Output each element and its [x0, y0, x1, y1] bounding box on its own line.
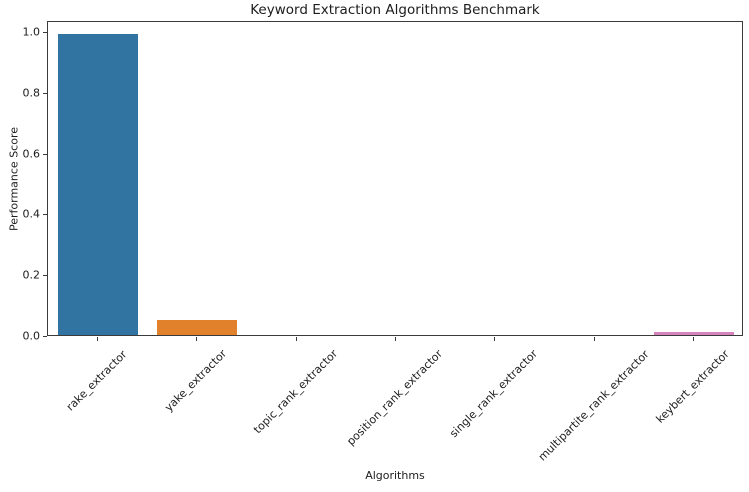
y-axis-label: Performance Score: [7, 126, 21, 232]
x-tick-mark: [296, 337, 297, 341]
y-tick-label: 0.4: [22, 207, 41, 221]
y-tick-label: 0.6: [22, 147, 41, 161]
x-tick-label: yake_extractor: [162, 347, 230, 415]
y-tick-label: 0.8: [22, 86, 41, 100]
chart-title: Keyword Extraction Algorithms Benchmark: [250, 2, 540, 18]
x-tick-mark: [693, 337, 694, 341]
y-tick-mark: [43, 154, 47, 155]
y-tick-mark: [43, 32, 47, 33]
y-tick-mark: [43, 336, 47, 337]
x-tick-label: keybert_extractor: [653, 347, 732, 426]
x-tick-label: position_rank_extractor: [344, 347, 446, 449]
x-tick-label: topic_rank_extractor: [251, 347, 341, 437]
y-tick-mark: [43, 275, 47, 276]
x-tick-mark: [494, 337, 495, 341]
bar-yake_extractor: [157, 320, 237, 335]
x-axis-label: Algorithms: [365, 469, 425, 482]
x-tick-label: rake_extractor: [63, 347, 130, 414]
x-tick-label: multipartite_rank_extractor: [535, 347, 652, 464]
plot-area: [47, 21, 743, 336]
x-tick-mark: [196, 337, 197, 341]
bar-keybert_extractor: [654, 332, 734, 335]
y-tick-mark: [43, 93, 47, 94]
x-tick-mark: [97, 337, 98, 341]
bar-rake_extractor: [58, 34, 138, 335]
y-tick-label: 0.2: [22, 268, 41, 282]
y-tick-label: 0.0: [22, 329, 41, 343]
y-tick-mark: [43, 214, 47, 215]
x-tick-label: single_rank_extractor: [447, 347, 541, 441]
y-tick-label: 1.0: [22, 25, 41, 39]
x-tick-mark: [594, 337, 595, 341]
x-tick-mark: [395, 337, 396, 341]
